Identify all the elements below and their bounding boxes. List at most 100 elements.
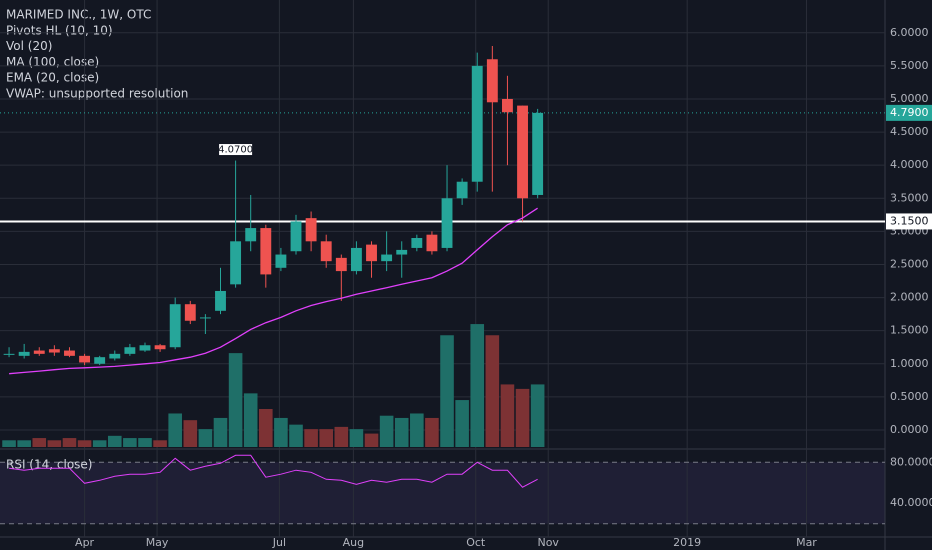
candle-body <box>290 221 302 252</box>
volume-bar <box>349 429 364 447</box>
volume-bar <box>334 426 349 447</box>
candle-body <box>456 181 468 199</box>
x-tick-label: Oct <box>466 536 486 549</box>
candle-body <box>411 237 423 248</box>
candle-body <box>441 198 453 248</box>
y-tick-label: 4.5000 <box>890 125 929 138</box>
volume-bar <box>92 440 107 447</box>
candle-body <box>64 350 75 356</box>
legend-entry: Pivots HL (10, 10) <box>6 24 113 38</box>
y-tick-label: 5.5000 <box>890 59 929 72</box>
candle-body <box>350 247 362 272</box>
volume-bar <box>319 429 334 447</box>
legend-entry: VWAP: unsupported resolution <box>6 86 188 100</box>
candle-body <box>48 349 60 353</box>
candle-body <box>124 347 136 354</box>
chart-title: MARIMED INC., 1W, OTC <box>6 8 151 22</box>
volume-bar <box>485 335 500 447</box>
candle-body <box>230 241 242 285</box>
volume-bar <box>123 438 137 447</box>
legend-entry: EMA (20, close) <box>6 71 99 85</box>
candle-body <box>154 345 166 350</box>
rsi-tick-label: 40.0000 <box>890 496 932 509</box>
volume-bar <box>168 413 182 447</box>
y-tick-label: 4.0000 <box>890 158 929 171</box>
candle-body <box>139 345 151 351</box>
candle-body <box>381 254 393 262</box>
volume-bar <box>379 415 394 447</box>
high-label-box <box>218 143 254 157</box>
candle-body <box>320 241 332 262</box>
y-tick-label: 3.5000 <box>890 191 929 204</box>
x-tick-label: Aug <box>343 536 364 549</box>
volume-bar <box>17 440 31 447</box>
high-label: 4.0700 <box>218 143 254 157</box>
volume-bar <box>455 400 469 447</box>
candle-body <box>184 304 196 321</box>
volume-bar <box>243 393 258 447</box>
y-tick-label: 2.5000 <box>890 257 929 270</box>
candle-body <box>471 65 483 182</box>
volume-bar <box>515 388 530 447</box>
volume-bar <box>62 438 77 447</box>
volume-bar <box>153 440 167 447</box>
candle-body <box>396 249 408 255</box>
candle-body <box>109 353 121 359</box>
candle-body <box>169 304 181 348</box>
volume-bar <box>32 438 47 447</box>
volume-bar <box>77 440 92 447</box>
candle-body <box>426 234 438 252</box>
candle-body <box>502 98 513 113</box>
volume-bar <box>500 384 515 447</box>
pivot-badge <box>886 213 932 230</box>
y-tick-label: 0.0000 <box>890 423 929 436</box>
volume-bar <box>530 384 545 447</box>
x-tick-label: Mar <box>796 536 817 549</box>
y-tick-label: 0.5000 <box>890 390 929 403</box>
candle-body <box>245 228 257 242</box>
volume-bar <box>364 433 379 447</box>
volume-bar <box>198 429 213 447</box>
candle-body <box>79 355 91 363</box>
volume-bar <box>410 413 424 447</box>
x-tick-label: 2019 <box>673 536 701 549</box>
rsi-line <box>9 454 538 488</box>
legend-entry: Vol (20) <box>6 39 52 53</box>
y-tick-label: 1.5000 <box>890 324 929 337</box>
candle-body <box>18 351 30 356</box>
candle-body <box>517 105 528 199</box>
last-price-badge <box>886 104 932 121</box>
volume-bar <box>213 417 228 447</box>
x-tick-label: Apr <box>75 536 95 549</box>
candle-body <box>366 244 377 262</box>
candle-body <box>305 218 317 242</box>
candle-body <box>199 317 211 319</box>
volume-bar <box>138 438 152 447</box>
y-tick-label: 5.0000 <box>890 92 929 105</box>
candle-body <box>335 257 347 272</box>
volume-bar <box>2 440 16 447</box>
volume-bar <box>440 335 454 447</box>
volume-bar <box>274 417 288 447</box>
candle-body <box>33 350 45 354</box>
legend-entry: MA (100, close) <box>6 55 99 69</box>
candle-body <box>3 353 15 355</box>
volume-bar <box>394 417 409 447</box>
ema-line <box>9 207 538 375</box>
y-tick-label: 1.0000 <box>890 357 929 370</box>
candle-body <box>215 290 226 311</box>
candle-body <box>275 254 287 268</box>
volume-bar <box>107 435 122 447</box>
last-price-label: 4.7900 <box>890 106 929 119</box>
volume-bar <box>470 324 485 447</box>
rsi-band <box>0 462 885 524</box>
volume-bar <box>259 409 273 447</box>
high-label-text: 4.0700 <box>218 145 253 156</box>
candle-body <box>532 112 544 195</box>
rsi-tick-label: 80.0000 <box>890 455 932 468</box>
x-tick-label: May <box>146 536 169 549</box>
pivot-label: 3.1500 <box>890 214 929 227</box>
volume-bar <box>183 420 198 447</box>
legend: Pivots HL (10, 10)Vol (20) MA (100, close… <box>6 24 188 101</box>
candle-body <box>486 59 498 103</box>
